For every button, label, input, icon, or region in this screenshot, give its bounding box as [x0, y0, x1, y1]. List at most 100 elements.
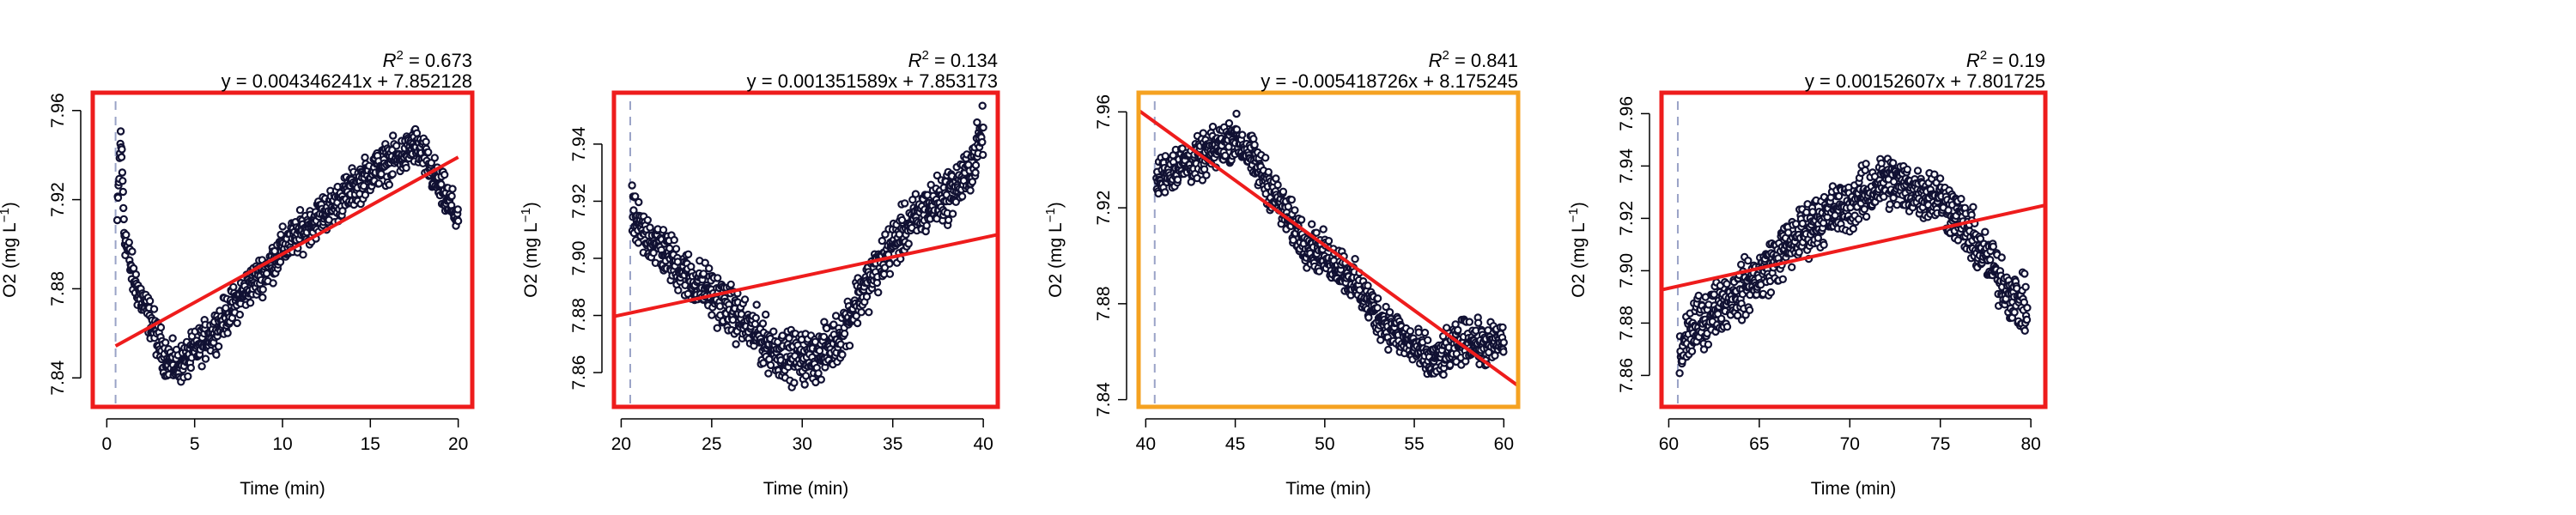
chart-panel-4: 60 65 70 75 80 Time (min) 7.86 7.88 7.90 7.92 7.94… [1566, 48, 2048, 499]
data-point [865, 308, 873, 317]
data-point [829, 320, 838, 329]
y-tick-label: 7.96 [1094, 94, 1114, 130]
y-tick-label: 7.90 [569, 241, 589, 276]
x-axis-label: Time (min) [240, 479, 325, 499]
data-point [388, 170, 397, 179]
data-point [214, 342, 223, 351]
data-point [1315, 267, 1324, 276]
data-point [705, 264, 714, 273]
data-point [764, 369, 773, 378]
regression-equation: y = 0.00152607x + 7.801725 [1805, 70, 2045, 92]
data-point [299, 251, 307, 259]
data-point [1787, 263, 1796, 271]
data-point [948, 209, 957, 218]
data-point [1454, 325, 1462, 335]
data-point [1498, 323, 1507, 332]
data-point [1272, 174, 1280, 183]
data-point [1930, 170, 1939, 179]
data-point [1307, 220, 1316, 228]
data-point [971, 168, 980, 177]
data-point [235, 310, 244, 319]
data-point [2010, 308, 2019, 317]
y-axis: 7.86 7.88 7.90 7.92 7.94 O2 (mg L−1) [519, 126, 603, 391]
x-tick-label: 70 [1840, 434, 1860, 454]
data-point [1989, 242, 1997, 251]
data-point [801, 372, 811, 380]
plot-frame [1136, 90, 1521, 409]
y-tick-label: 7.90 [1617, 253, 1637, 288]
data-point [778, 331, 787, 340]
data-point [752, 300, 761, 309]
data-point [978, 101, 987, 110]
regression-line [614, 233, 998, 318]
data-point [1319, 225, 1327, 233]
data-point [1976, 234, 1985, 243]
chart-panel-3: 40 45 50 55 60 Time (min) 7.84 7.88 7.92 7.96 O2 (… [1043, 48, 1521, 499]
data-point [1202, 171, 1211, 179]
r-squared-label: R2 = 0.841 [1429, 48, 1518, 71]
data-point [874, 288, 883, 297]
plot-frame [611, 90, 1000, 409]
data-point [116, 127, 125, 136]
data-point [258, 285, 267, 294]
y-tick-label: 7.88 [569, 298, 589, 333]
data-point [1888, 159, 1898, 167]
y-axis-label: O2 (mg L−1) [1043, 202, 1066, 298]
data-point [1913, 167, 1923, 175]
data-point [2021, 282, 2030, 291]
data-point [113, 193, 123, 203]
x-tick-label: 65 [1749, 434, 1769, 454]
y-tick-label: 7.86 [1617, 358, 1637, 393]
regression-equation: y = -0.005418726x + 8.175245 [1261, 70, 1518, 92]
data-point [911, 190, 920, 198]
data-point [430, 154, 439, 162]
data-point [1491, 351, 1499, 360]
data-points [112, 124, 463, 386]
y-tick-label: 7.94 [1617, 148, 1637, 184]
data-point [1733, 311, 1742, 320]
data-point [276, 258, 285, 266]
data-point [840, 330, 849, 338]
data-point [857, 308, 866, 317]
x-axis: 0 5 10 15 20 Time (min) [102, 418, 468, 499]
data-point [628, 181, 636, 190]
plot-area [614, 101, 998, 407]
data-point [361, 191, 370, 199]
data-point [128, 247, 137, 256]
data-point [751, 313, 761, 323]
data-point [1198, 176, 1207, 185]
x-tick-label: 80 [2020, 434, 2040, 454]
data-point [643, 215, 653, 225]
data-point [1224, 142, 1233, 151]
y-tick-label: 7.84 [48, 360, 68, 395]
data-point [1250, 141, 1259, 149]
data-point [1420, 328, 1430, 337]
data-point [1273, 180, 1282, 190]
data-point [1736, 260, 1746, 269]
data-point [1261, 154, 1270, 162]
data-point [1716, 314, 1726, 323]
data-point [1473, 318, 1483, 327]
y-axis: 7.84 7.88 7.92 7.96 O2 (mg L−1) [1043, 94, 1127, 417]
data-points [628, 101, 987, 391]
y-axis: 7.86 7.88 7.90 7.92 7.94 7.96 O2 (mg L−1) [1566, 96, 1650, 393]
y-axis-label: O2 (mg L−1) [519, 202, 541, 298]
data-point [1284, 202, 1293, 211]
data-point [361, 153, 369, 162]
data-point [1237, 130, 1247, 139]
x-axis-label: Time (min) [1811, 479, 1897, 499]
plot-frame [1659, 90, 2048, 409]
data-point [978, 150, 987, 160]
data-point [979, 123, 987, 132]
regression-line [114, 155, 459, 348]
data-point [1224, 118, 1234, 128]
x-tick-label: 25 [702, 434, 721, 454]
data-point [1820, 240, 1828, 249]
data-point [758, 319, 768, 328]
data-point [815, 346, 824, 355]
data-point [1862, 212, 1871, 221]
data-point [118, 187, 127, 197]
y-tick-label: 7.92 [1094, 191, 1114, 226]
data-point [2020, 270, 2029, 278]
